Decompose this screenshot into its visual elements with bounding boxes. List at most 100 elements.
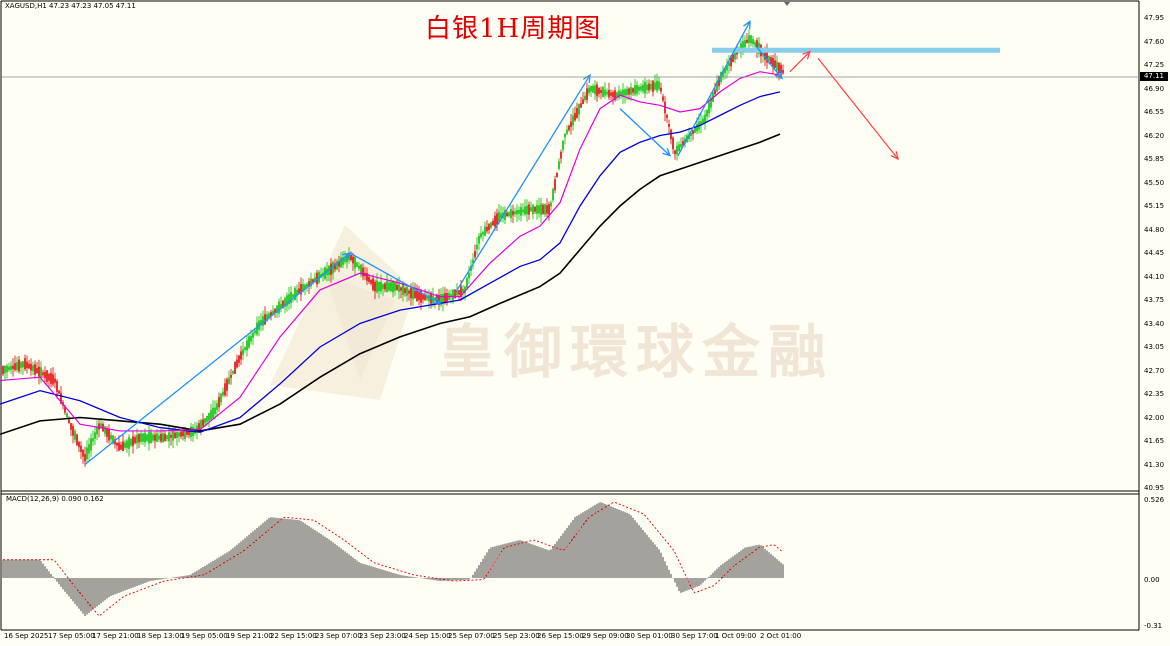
- candle-body: [464, 286, 466, 294]
- current-price-label: 47.11: [1140, 72, 1168, 81]
- candle-body: [290, 292, 292, 303]
- candle-body: [54, 378, 56, 383]
- candle-body: [8, 366, 10, 371]
- candle-body: [10, 365, 12, 370]
- macd-tick-label: 0.526: [1144, 496, 1165, 504]
- candle-body: [722, 70, 724, 77]
- candle-body: [648, 83, 650, 91]
- candle-body: [118, 442, 120, 451]
- candle-body: [572, 115, 574, 126]
- candle-body: [402, 284, 404, 296]
- candle-body: [166, 435, 168, 440]
- candle-body: [142, 433, 144, 442]
- candle-body: [246, 340, 248, 351]
- candle-body: [358, 265, 360, 269]
- triangle-down-icon[interactable]: [784, 2, 790, 6]
- candle-body: [748, 35, 750, 44]
- candle-body: [730, 56, 732, 67]
- candle-body: [214, 407, 216, 414]
- candle-body: [656, 80, 658, 91]
- candle-body: [628, 88, 630, 95]
- candle-body: [558, 161, 560, 169]
- candle-body: [626, 88, 628, 96]
- candle-body: [366, 273, 368, 281]
- candle-body: [496, 213, 498, 225]
- candle-body: [394, 282, 396, 291]
- blue-trend-arrow-head: [743, 20, 751, 30]
- candle-body: [392, 280, 394, 293]
- candle-body: [72, 426, 74, 436]
- candle-body: [460, 286, 462, 297]
- candle-body: [46, 370, 48, 382]
- candle-body: [92, 438, 94, 442]
- candle-body: [122, 441, 124, 451]
- candle-body: [180, 431, 182, 437]
- candle-body: [148, 431, 150, 444]
- candle-body: [474, 250, 476, 258]
- candle-body: [108, 429, 110, 441]
- candle-body: [490, 222, 492, 228]
- candle-body: [574, 113, 576, 121]
- candle-body: [152, 434, 154, 441]
- candle-body: [94, 432, 96, 439]
- candle-body: [350, 255, 352, 261]
- candle-body: [594, 85, 596, 95]
- candle-body: [638, 86, 640, 91]
- y-tick-label: 46.55: [1144, 108, 1165, 116]
- candle-body: [200, 420, 202, 430]
- y-tick-label: 46.20: [1144, 131, 1165, 140]
- blue-trend-arrow: [754, 44, 783, 79]
- candle-body: [188, 429, 190, 436]
- candle-body: [570, 121, 572, 127]
- candle-body: [356, 262, 358, 267]
- candle-body: [732, 54, 734, 62]
- candle-body: [620, 91, 622, 96]
- candle-body: [532, 204, 534, 215]
- candle-body: [302, 284, 304, 292]
- candle-body: [710, 97, 712, 108]
- candle-body: [374, 281, 376, 292]
- candle-body: [36, 368, 38, 373]
- candle-body: [178, 432, 180, 437]
- candle-body: [724, 68, 726, 74]
- candle-body: [158, 435, 160, 440]
- candle-body: [526, 205, 528, 215]
- candle-body: [26, 361, 28, 369]
- candle-body: [362, 267, 364, 277]
- candle-body: [504, 210, 506, 220]
- x-tick-label: 25 Sep 07:00: [448, 632, 495, 640]
- y-tick-label: 43.75: [1144, 296, 1165, 304]
- moving-averages: [0, 71, 781, 436]
- blue-trend-arrow: [619, 108, 671, 157]
- candle-body: [52, 374, 54, 385]
- x-tick-label: 30 Sep 01:00: [626, 632, 673, 640]
- x-tick-label: 23 Sep 23:00: [359, 632, 406, 640]
- candle-body: [104, 426, 106, 434]
- candle-body: [756, 40, 758, 52]
- candle-body: [592, 85, 594, 93]
- candle-body: [78, 441, 80, 448]
- ma-fast-line: [0, 71, 781, 432]
- candle-body: [138, 434, 140, 443]
- candle-body: [186, 430, 188, 435]
- candle-body: [632, 88, 634, 93]
- candle-body: [380, 281, 382, 292]
- candle-body: [34, 364, 36, 375]
- candle-body: [16, 362, 18, 371]
- y-tick-label: 44.10: [1144, 272, 1165, 281]
- candle-body: [586, 88, 588, 100]
- candle-body: [444, 293, 446, 303]
- candle-body: [88, 444, 90, 454]
- candle-body: [310, 278, 312, 287]
- candle-body: [296, 289, 298, 296]
- candle-body: [576, 107, 578, 118]
- candle-body: [480, 233, 482, 238]
- candle-body: [286, 295, 288, 307]
- candle-body: [746, 39, 748, 44]
- candle-body: [114, 439, 116, 445]
- candle-body: [244, 347, 246, 351]
- candle-body: [688, 134, 690, 140]
- candle-body: [308, 281, 310, 287]
- candle-body: [342, 257, 344, 265]
